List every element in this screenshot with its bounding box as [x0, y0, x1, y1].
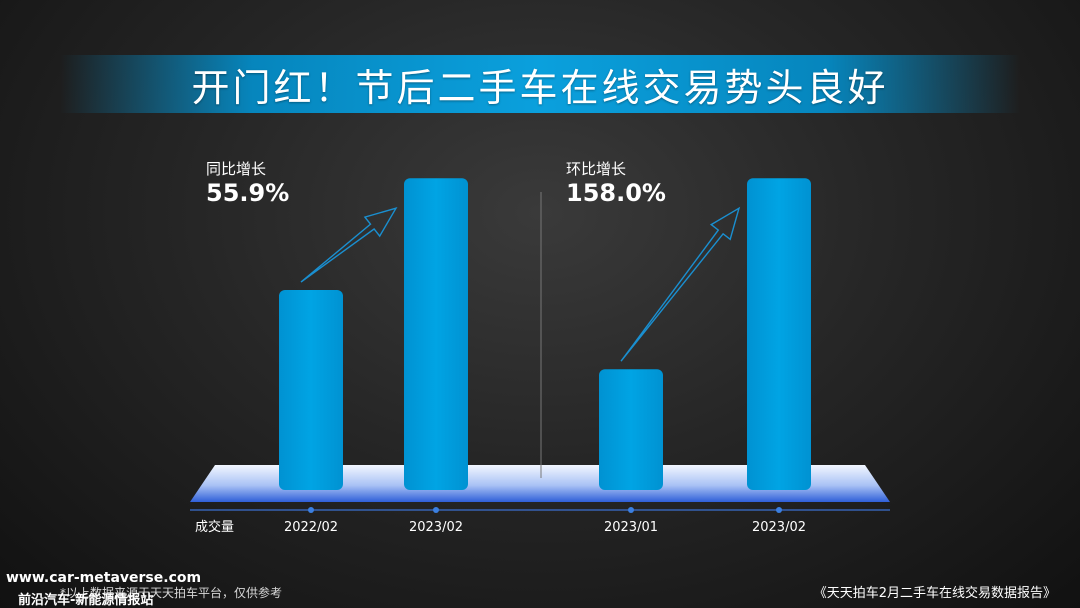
mom-value: 158.0% [566, 179, 666, 207]
tick-label-1-0: 2023/01 [604, 520, 658, 535]
bar-0-1 [404, 178, 468, 490]
bar-0-0 [279, 290, 343, 490]
tick-dot-1-0 [628, 507, 634, 513]
watermark-brand: 前沿汽车-新能源情报站 [18, 593, 154, 608]
chart-platform [190, 465, 890, 502]
tick-label-0-1: 2023/02 [409, 520, 463, 535]
report-source: 《天天拍车2月二手车在线交易数据报告》 [813, 586, 1056, 601]
growth-arrow-0 [300, 207, 398, 283]
tick-label-0-0: 2022/02 [284, 520, 338, 535]
tick-dot-0-0 [308, 507, 314, 513]
growth-arrow-1 [620, 206, 741, 362]
source-note: *以上数据来源于天天拍车平台，仅供参考 [60, 586, 283, 600]
tick-label-1-1: 2023/02 [752, 520, 806, 535]
tick-dot-1-1 [776, 507, 782, 513]
row-label: 成交量 [195, 519, 234, 535]
tick-dot-0-1 [433, 507, 439, 513]
title-band: 开门红！节后二手车在线交易势头良好 [60, 55, 1020, 113]
bar-1-0 [599, 369, 663, 490]
mom-label: 环比增长 [566, 160, 627, 178]
yoy-label: 同比增长 [206, 160, 267, 178]
page-title: 开门红！节后二手车在线交易势头良好 [191, 65, 889, 110]
bar-1-1 [747, 178, 811, 490]
yoy-value: 55.9% [206, 179, 290, 207]
watermark-website: www.car-metaverse.com [6, 570, 202, 586]
